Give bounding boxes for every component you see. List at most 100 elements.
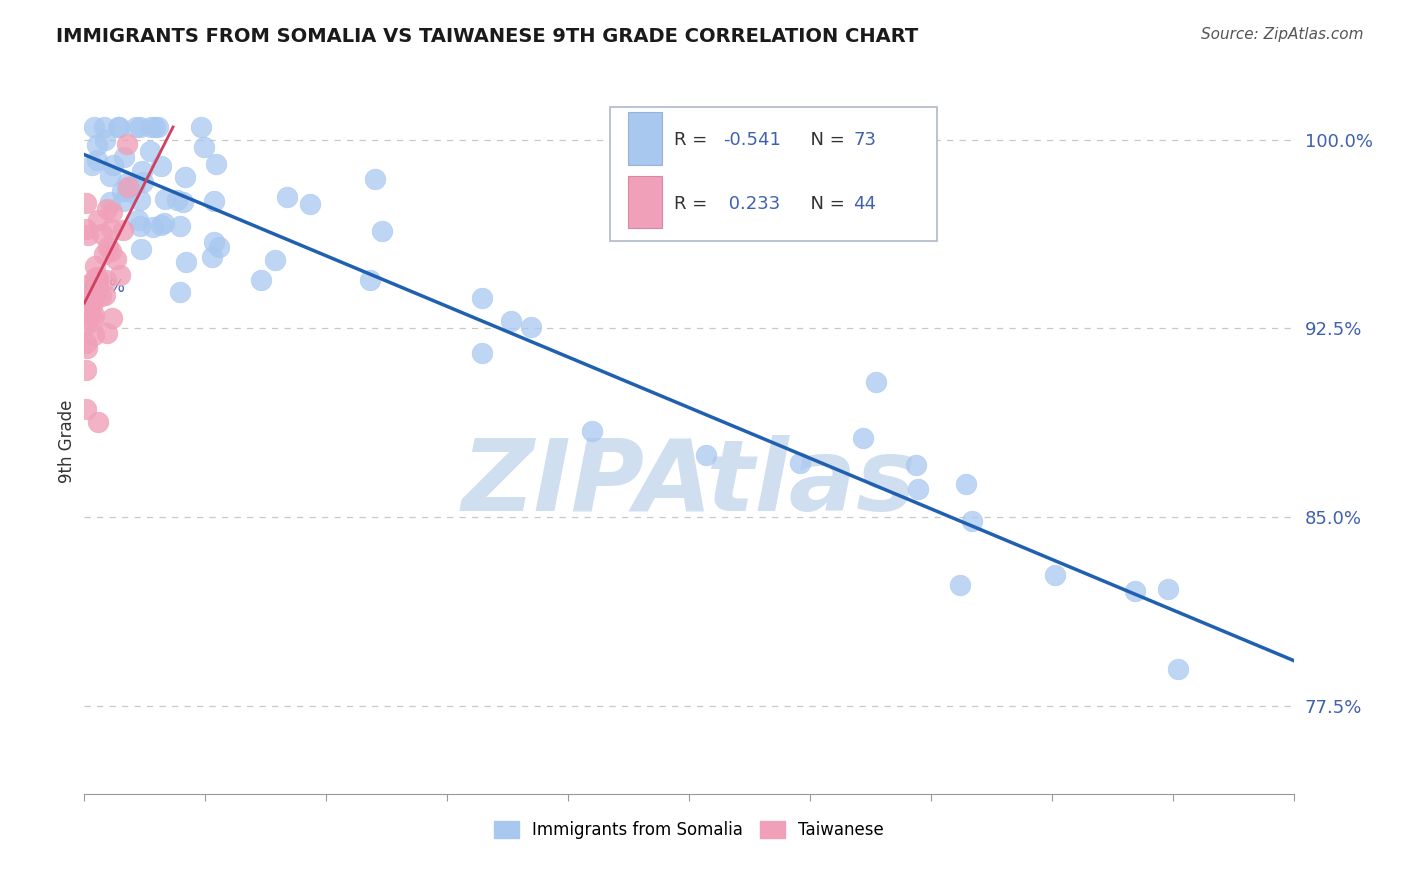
Point: [86, 153, 108, 167]
Point: [80, 306, 103, 320]
Point: [124, 120, 146, 134]
Point: [112, 150, 135, 164]
Point: [501, 313, 523, 327]
Point: [77, 287, 100, 301]
Point: [955, 477, 977, 491]
Point: [86, 137, 108, 152]
FancyBboxPatch shape: [610, 107, 936, 241]
Point: [103, 158, 125, 172]
Point: [87, 415, 110, 429]
Point: [249, 272, 271, 286]
Point: [129, 219, 152, 233]
Point: [364, 172, 387, 186]
Text: R =: R =: [675, 131, 713, 150]
Text: 73: 73: [853, 131, 876, 150]
Point: [83, 271, 105, 285]
Point: [1123, 584, 1146, 599]
Point: [115, 136, 138, 151]
Point: [371, 224, 394, 238]
Point: [115, 185, 138, 199]
Text: 0.233: 0.233: [723, 194, 780, 213]
Point: [118, 184, 141, 198]
Point: [152, 216, 174, 230]
Point: [139, 120, 162, 134]
Point: [172, 194, 194, 209]
Point: [108, 120, 131, 134]
Point: [1045, 568, 1067, 582]
Point: [949, 578, 972, 592]
Bar: [628, 112, 662, 165]
Text: 0.0%: 0.0%: [84, 278, 127, 296]
Point: [93, 247, 115, 261]
Point: [87, 212, 110, 227]
Point: [76, 290, 98, 304]
Text: R =: R =: [675, 194, 713, 213]
Point: [75, 277, 97, 292]
Point: [276, 190, 298, 204]
Point: [166, 193, 188, 207]
Point: [193, 140, 215, 154]
Point: [104, 252, 127, 266]
Text: N =: N =: [799, 194, 851, 213]
Point: [153, 192, 176, 206]
Point: [173, 169, 195, 184]
Point: [169, 219, 191, 233]
Point: [298, 196, 321, 211]
Point: [1167, 662, 1189, 676]
Point: [82, 296, 104, 310]
Point: [75, 335, 97, 350]
Point: [148, 120, 170, 134]
Point: [142, 220, 165, 235]
Point: [83, 327, 105, 342]
Point: [174, 254, 197, 268]
Point: [100, 205, 122, 219]
Point: [789, 456, 811, 470]
Point: [83, 259, 105, 273]
Point: [111, 185, 134, 199]
Point: [149, 218, 172, 232]
Point: [471, 346, 494, 360]
Point: [75, 363, 97, 377]
Point: [93, 133, 115, 147]
Point: [86, 284, 108, 298]
Point: [131, 164, 153, 178]
Point: [962, 515, 984, 529]
Point: [98, 169, 121, 184]
Point: [115, 176, 138, 190]
Point: [264, 252, 287, 267]
Point: [101, 311, 124, 326]
Text: ZIPAtlas: ZIPAtlas: [461, 435, 917, 533]
Point: [208, 240, 231, 254]
Text: Source: ZipAtlas.com: Source: ZipAtlas.com: [1201, 27, 1364, 42]
Point: [77, 227, 100, 242]
Point: [76, 341, 98, 355]
Point: [139, 144, 162, 158]
Point: [97, 240, 120, 254]
Point: [82, 158, 104, 172]
Point: [201, 250, 224, 264]
Point: [75, 299, 97, 313]
Point: [86, 272, 108, 286]
Point: [129, 194, 152, 208]
Point: [100, 244, 122, 258]
Point: [108, 268, 131, 282]
Point: [75, 318, 97, 332]
Point: [143, 120, 166, 134]
Point: [75, 221, 97, 235]
Point: [107, 120, 129, 134]
Point: [128, 120, 150, 134]
Point: [205, 157, 228, 171]
Point: [202, 235, 225, 249]
Point: [111, 194, 134, 208]
Point: [117, 180, 139, 194]
Point: [96, 202, 118, 217]
Point: [83, 308, 105, 322]
Point: [695, 448, 717, 462]
Text: N =: N =: [799, 131, 851, 150]
Point: [129, 242, 152, 256]
Point: [190, 120, 212, 134]
Point: [471, 291, 494, 305]
Point: [1157, 582, 1180, 596]
Text: -0.541: -0.541: [723, 131, 780, 150]
Text: IMMIGRANTS FROM SOMALIA VS TAIWANESE 9TH GRADE CORRELATION CHART: IMMIGRANTS FROM SOMALIA VS TAIWANESE 9TH…: [56, 27, 918, 45]
